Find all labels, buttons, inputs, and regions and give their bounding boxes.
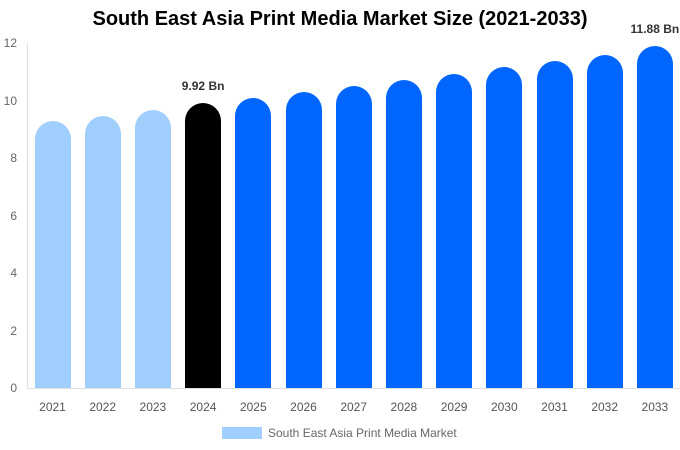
- x-tick-label: 2027: [340, 400, 368, 414]
- chart-title: South East Asia Print Media Market Size …: [92, 8, 588, 30]
- legend-label: South East Asia Print Media Market: [268, 426, 457, 440]
- data-label: 9.92 Bn: [181, 78, 225, 93]
- bar-2026[interactable]: [285, 91, 322, 388]
- x-tick-label: 2022: [89, 400, 117, 414]
- y-tick-label: 12: [3, 36, 17, 50]
- x-tick-label: 2026: [290, 400, 317, 414]
- bar-2022[interactable]: [84, 116, 121, 388]
- y-axis-line: [27, 43, 28, 389]
- bar-2029[interactable]: [436, 74, 473, 388]
- bar-2025[interactable]: [235, 97, 272, 388]
- y-tick-label: 10: [3, 93, 17, 108]
- bar-2021[interactable]: [34, 120, 71, 388]
- x-tick-label: 2023: [139, 400, 167, 414]
- x-tick-label: 2029: [440, 400, 468, 414]
- bar-2023[interactable]: [134, 109, 171, 388]
- x-tick-label: 2033: [641, 400, 669, 414]
- x-tick-label: 2028: [390, 400, 418, 414]
- data-label: 11.88 Bn: [630, 22, 680, 37]
- x-axis-line: [27, 388, 680, 389]
- y-tick-label: 8: [10, 151, 17, 165]
- y-tick-label: 2: [10, 323, 17, 338]
- legend-swatch: [222, 427, 262, 439]
- bar-2028[interactable]: [385, 80, 422, 388]
- bar-2033[interactable]: [636, 46, 673, 388]
- bar-2032[interactable]: [586, 55, 623, 388]
- x-tick-label: 2024: [189, 400, 217, 414]
- bar-2027[interactable]: [335, 86, 372, 388]
- bar-2024[interactable]: [185, 102, 222, 388]
- y-tick-label: 6: [10, 208, 17, 223]
- bar-2030[interactable]: [486, 67, 523, 388]
- x-tick-label: 2031: [541, 400, 568, 414]
- x-tick-label: 2025: [239, 400, 267, 414]
- x-tick-label: 2021: [39, 400, 66, 414]
- bar-2031[interactable]: [536, 61, 573, 388]
- legend[interactable]: South East Asia Print Media Market: [222, 426, 457, 440]
- x-tick-label: 2030: [490, 400, 518, 414]
- y-tick-label: 0: [10, 381, 17, 395]
- y-tick-label: 4: [10, 266, 17, 280]
- x-tick-label: 2032: [591, 400, 619, 414]
